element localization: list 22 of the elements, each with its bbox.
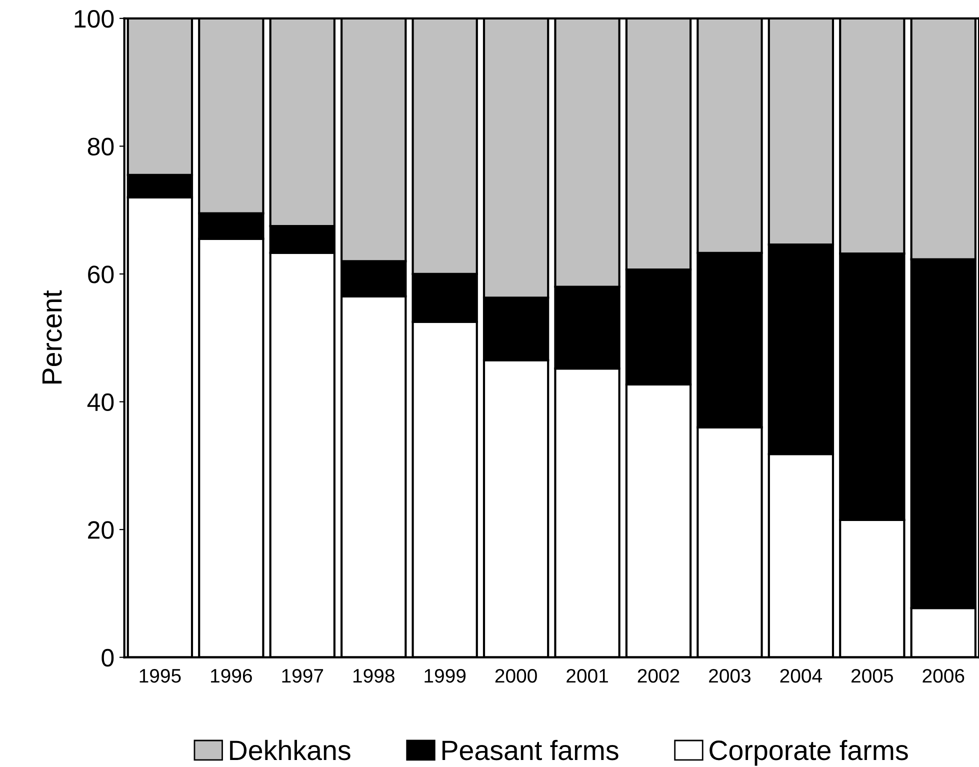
x-tick-label: 2005 bbox=[852, 668, 893, 683]
x-tick-label: 2003 bbox=[709, 668, 750, 683]
x-tick-label: 2000 bbox=[495, 668, 537, 683]
y-axis-title: Percent bbox=[42, 290, 62, 384]
legend-label: Corporate farms bbox=[710, 740, 908, 766]
x-tick-label: 2004 bbox=[780, 668, 822, 683]
x-tick-label: 2002 bbox=[638, 668, 680, 683]
y-tick-label: 20 bbox=[88, 521, 114, 539]
x-tick-label: 1995 bbox=[140, 668, 181, 683]
y-tick-label: 40 bbox=[87, 393, 114, 412]
legend-label: Dekhkans bbox=[230, 740, 350, 760]
x-tick-label: 1998 bbox=[353, 668, 394, 683]
x-tick-label: 1999 bbox=[424, 668, 466, 683]
x-tick-label: 1997 bbox=[282, 668, 324, 683]
x-tick-label: 1996 bbox=[211, 668, 252, 683]
y-tick-label: 80 bbox=[88, 138, 114, 156]
y-tick-label: 100 bbox=[74, 10, 114, 28]
x-tick-label: 2001 bbox=[566, 668, 608, 683]
x-tick-label: 2006 bbox=[922, 668, 964, 683]
legend-label: Peasant farms bbox=[442, 740, 618, 760]
y-tick-label: 60 bbox=[88, 266, 114, 284]
y-tick-label: 0 bbox=[102, 648, 114, 667]
